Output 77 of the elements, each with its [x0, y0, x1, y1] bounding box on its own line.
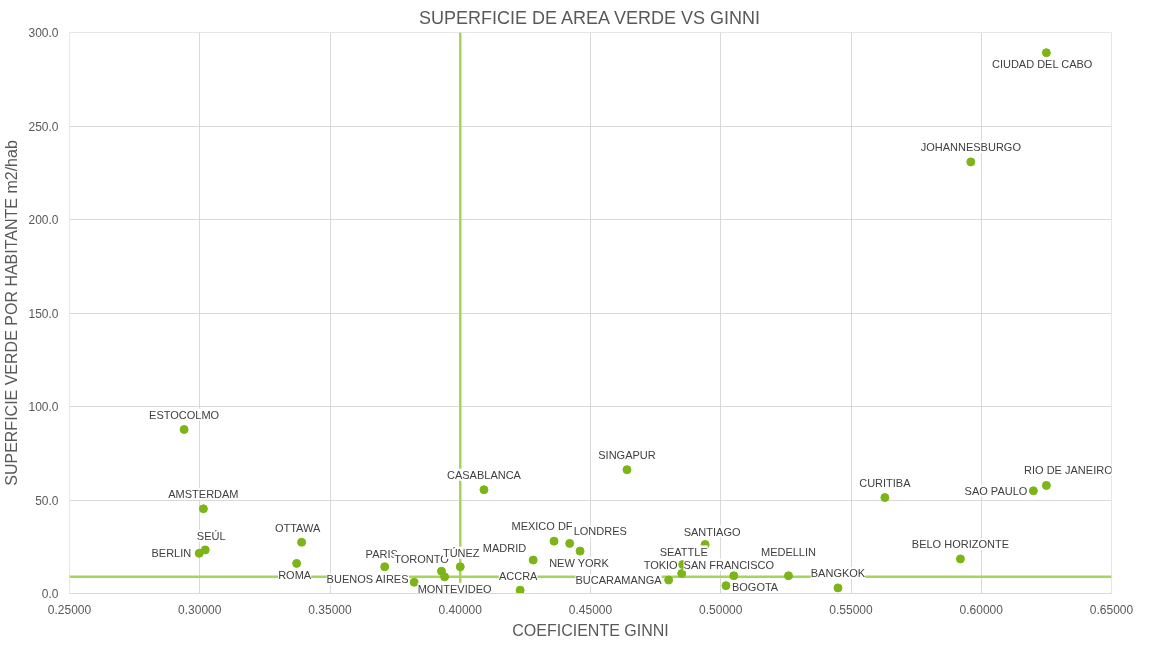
point — [198, 504, 208, 514]
x-tick-label: 0.30000 — [178, 602, 222, 617]
annotation: MADRID — [482, 542, 527, 555]
point — [783, 571, 793, 581]
annotation: ACCRA — [498, 570, 539, 583]
point — [721, 581, 731, 591]
y-tick-label: 300.0 — [28, 26, 59, 40]
annotation: OTTAWA — [274, 522, 321, 535]
annotation: MEXICO DF — [511, 520, 573, 533]
y-tick-label: 0.0 — [41, 587, 59, 601]
point — [479, 485, 489, 495]
annotation: ROMA — [278, 569, 312, 582]
annotation: JOHANNESBURGO — [920, 140, 1022, 153]
point — [409, 577, 419, 587]
y-tick-label: 100.0 — [28, 400, 59, 414]
annotation: ESTOCOLMO — [149, 408, 220, 421]
x-tick-label: 0.55000 — [829, 602, 874, 617]
annotation: LONDRES — [573, 525, 627, 538]
point — [380, 562, 390, 572]
annotation: SEATTLE — [659, 545, 708, 558]
annotation: CURITIBA — [859, 476, 912, 489]
y-tick-label: 50.0 — [35, 493, 59, 508]
y-tick-label: 150.0 — [28, 306, 59, 321]
x-tick-label: 0.40000 — [438, 602, 483, 617]
x-tick-label: 0.65000 — [1089, 602, 1134, 617]
point — [677, 569, 687, 578]
y-tick-label: 250.0 — [28, 119, 59, 134]
point — [833, 583, 843, 593]
point — [565, 538, 575, 548]
point — [880, 493, 890, 503]
annotation: SANTIAGO — [683, 525, 741, 538]
annotation: SAN FRANCISCO — [683, 558, 775, 571]
point — [622, 465, 632, 475]
annotation: SAO PAULO — [964, 484, 1028, 497]
point — [966, 157, 976, 167]
x-tick-label: 0.35000 — [308, 602, 353, 617]
annotation: BUENOS AIRES — [326, 573, 409, 586]
x-tick-label: 0.25000 — [47, 602, 92, 617]
point — [1041, 480, 1051, 490]
point — [194, 548, 204, 558]
annotation: CIUDAD DEL CABO — [991, 57, 1093, 70]
point — [1028, 486, 1038, 496]
point — [179, 425, 189, 434]
annotation: RIO DE JANEIRO — [1024, 464, 1114, 477]
annotation: TOKIO — [643, 559, 679, 572]
x-tick-label: 0.50000 — [699, 602, 743, 617]
point — [955, 554, 965, 564]
annotation: MEDELLIN — [760, 545, 817, 558]
point — [455, 562, 465, 572]
x-tick-label: 0.45000 — [568, 602, 613, 617]
annotation: BOGOTA — [731, 580, 779, 593]
point — [528, 555, 538, 565]
y-tick-label: 200.0 — [28, 213, 59, 227]
annotation: TÚNEZ — [442, 546, 480, 559]
annotation: NEW YORK — [549, 557, 610, 570]
annotation: AMSTERDAM — [168, 487, 239, 500]
chart-title: SUPERFICIE DE AREA VERDE VS GINNI — [418, 7, 761, 28]
annotation: CASABLANCA — [446, 468, 522, 481]
point — [729, 571, 739, 581]
annotation: MONTEVIDEO — [417, 582, 493, 595]
point — [515, 585, 525, 594]
annotation: SINGAPUR — [598, 448, 656, 461]
annotation: BELO HORIZONTE — [911, 537, 1010, 550]
point — [664, 575, 674, 585]
annotation: BUCARAMANGA — [575, 574, 663, 587]
point — [1041, 48, 1051, 58]
annotation: BANGKOK — [810, 566, 866, 579]
annotation: SEÚL — [196, 529, 226, 542]
x-tick-label: 0.60000 — [959, 602, 1004, 617]
y-axis-title: SUPERFICIE VERDE POR HABITANTE m2/hab — [3, 140, 21, 486]
point — [549, 536, 559, 546]
x-axis-title: COEFICIENTE GINNI — [512, 621, 669, 639]
point — [292, 558, 302, 568]
annotation: BERLIN — [151, 547, 192, 560]
point — [297, 537, 307, 547]
point — [440, 572, 450, 582]
point — [575, 546, 585, 556]
